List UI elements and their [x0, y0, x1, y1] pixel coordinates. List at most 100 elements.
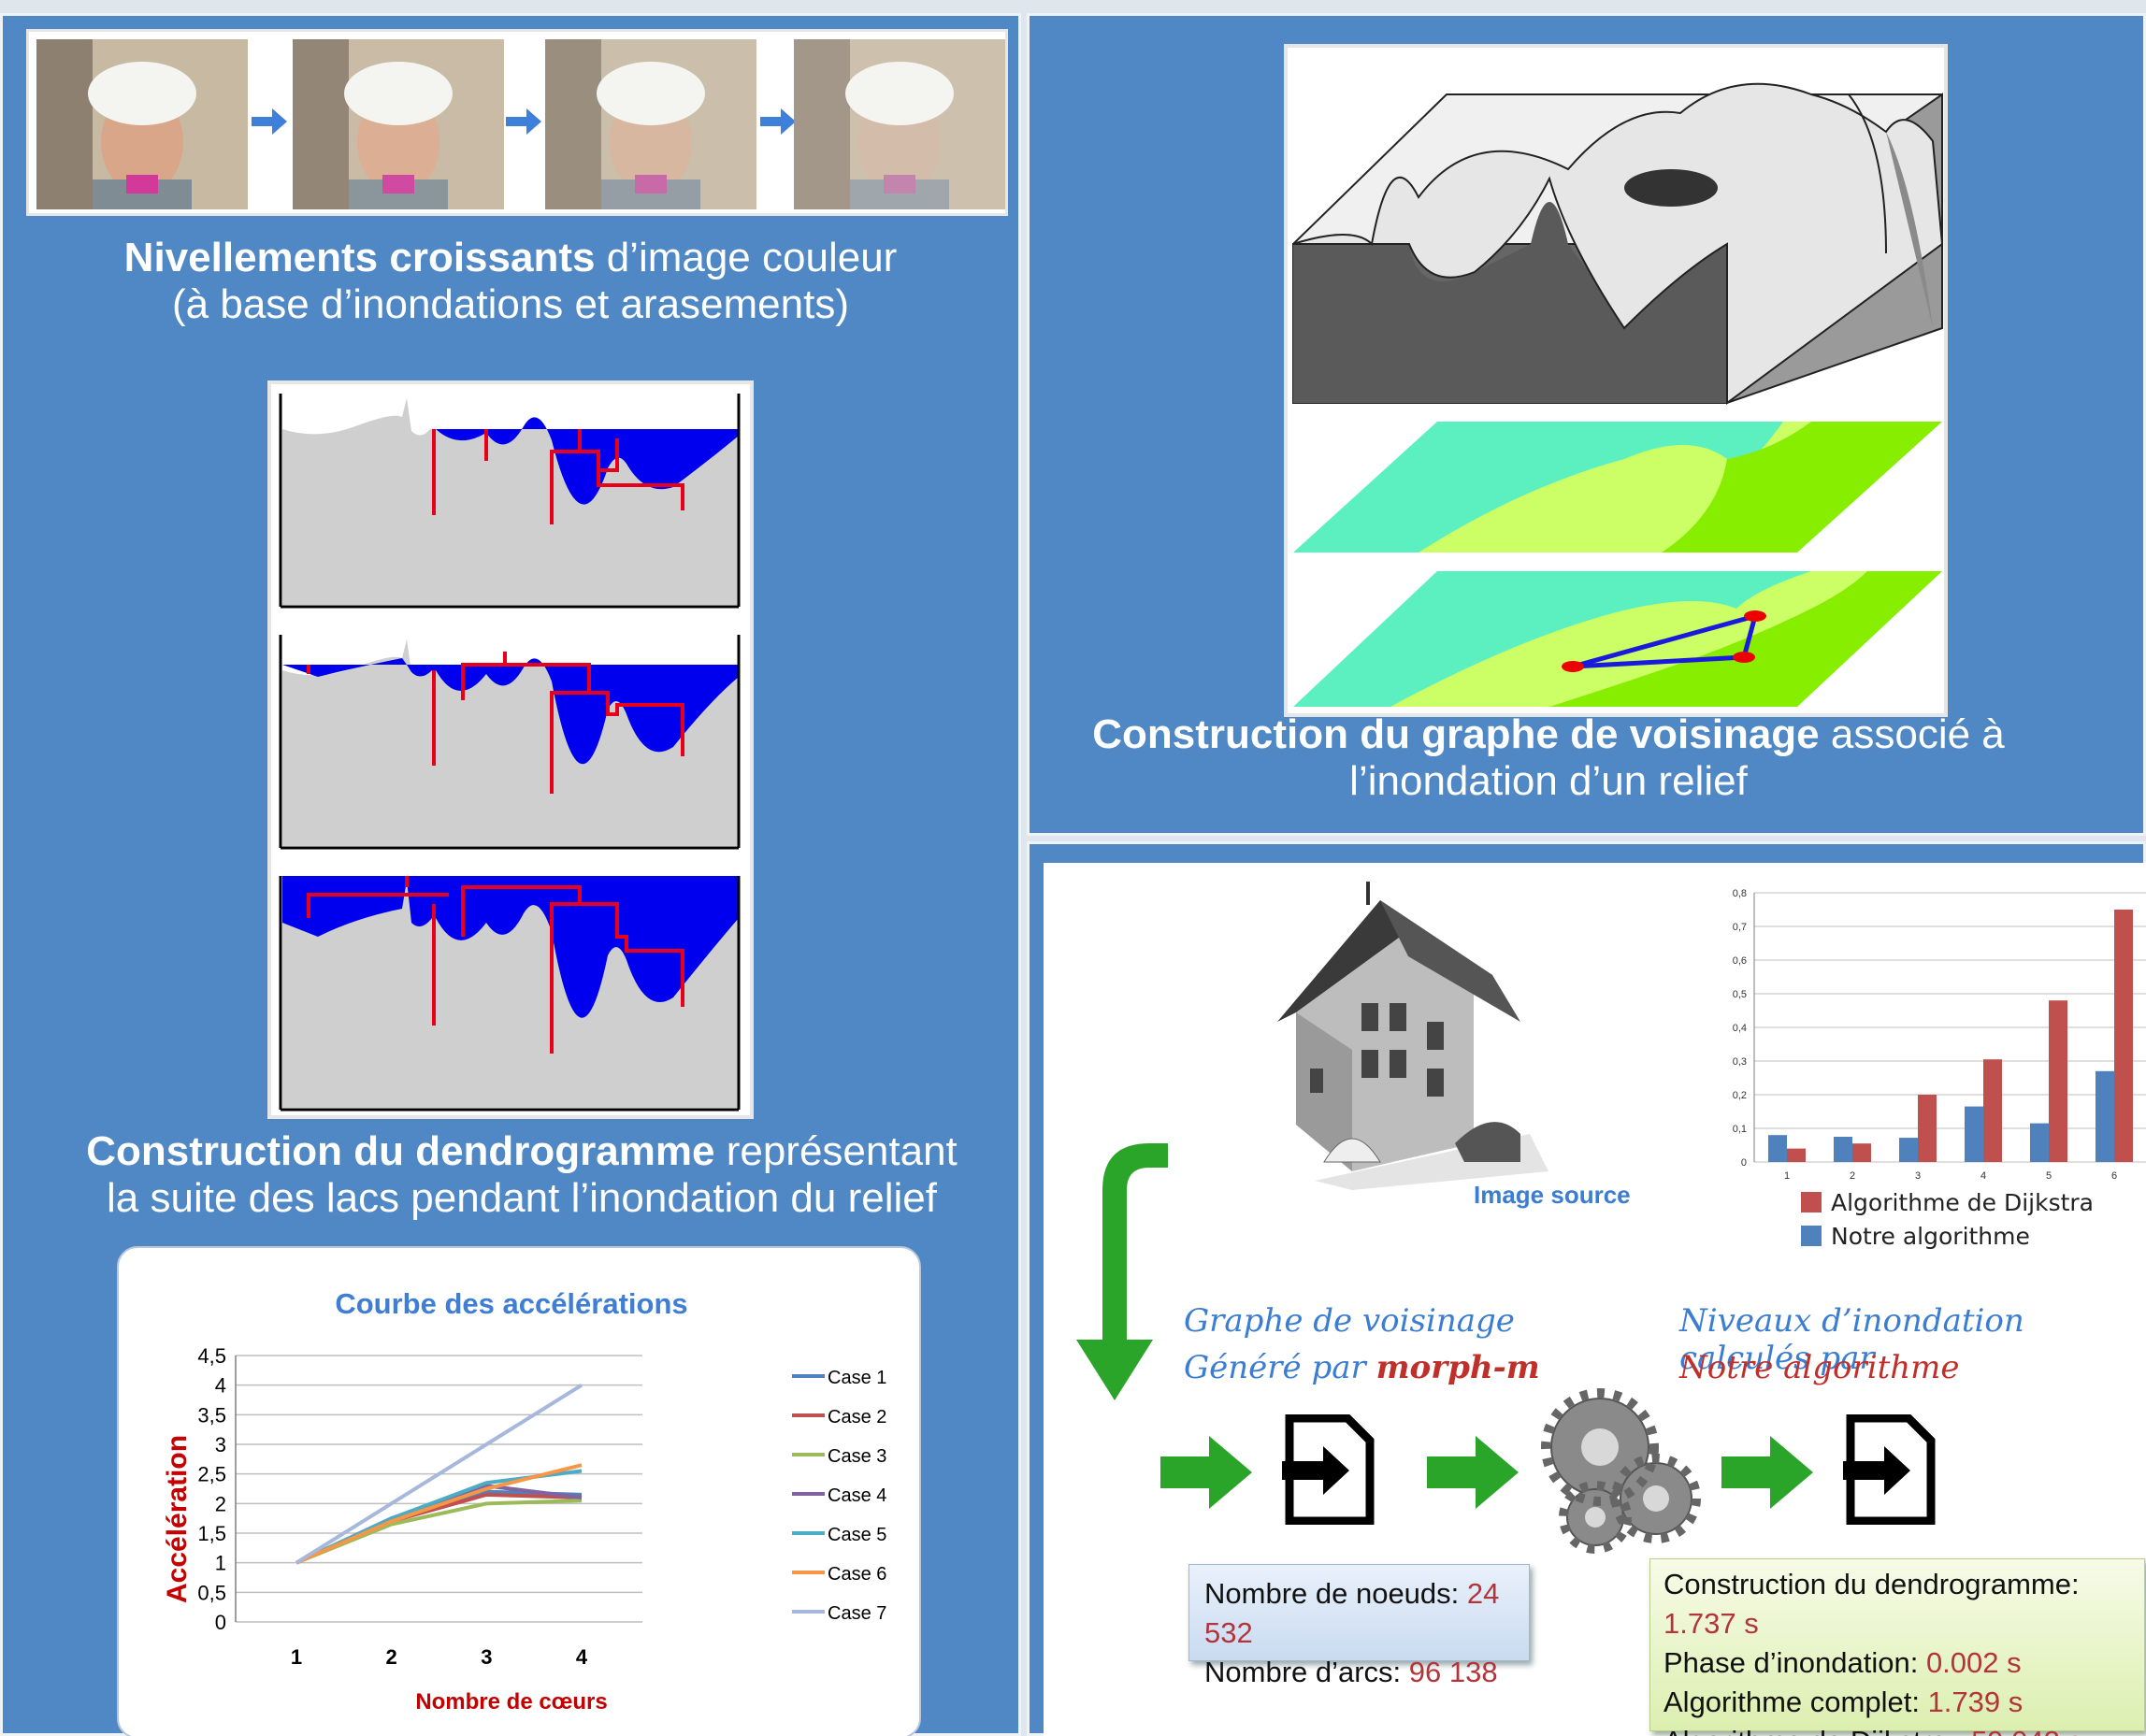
flood-plane-top	[1293, 422, 1942, 552]
accel-legend-label: Case 3	[828, 1446, 886, 1467]
bar-chart: 0,8 0,7 0,6 0,5 0,4 0,3 0,2 0,1 0 1 2 3 4 5 6 Algorit…	[1733, 888, 2146, 1250]
bar-xtick-label: 3	[1915, 1170, 1921, 1182]
arcs-line: Nombre d’arcs: 96 138	[1204, 1653, 1514, 1692]
top-right-panel: Construction du graphe de voisinage asso…	[1027, 13, 2146, 836]
dijkstra-time-value: 59.042 s	[1971, 1725, 2082, 1736]
faces-caption: Nivellements croissants d’image couleur …	[3, 235, 1018, 328]
faces-strip	[26, 29, 1008, 216]
accel-series-line	[295, 1469, 583, 1565]
bar-notre	[2096, 1070, 2114, 1162]
arcs-value: 96 138	[1408, 1656, 1498, 1688]
face-image-2	[293, 39, 504, 209]
accel-series-line	[295, 1383, 583, 1565]
graphe-voisinage-line2: Généré par morph-m	[1184, 1349, 1540, 1386]
green-bent-arrow-icon	[1076, 1143, 1168, 1400]
bar-xtick-label: 2	[1850, 1170, 1855, 1182]
graph-stats-box: Nombre de noeuds: 24 532 Nombre d’arcs: …	[1188, 1564, 1530, 1688]
dendrogram-figure	[267, 380, 754, 1119]
morph-m-brand: morph-m	[1375, 1349, 1540, 1386]
dendrogram-diagram	[279, 394, 741, 1112]
graphe-voisinage-line1: Graphe de voisinage	[1184, 1302, 1515, 1340]
accel-ytick-label: 2,5	[197, 1463, 226, 1486]
dijkstra-time-line: Algorithme de Dijkstra : 59.042 s	[1664, 1722, 2131, 1736]
green-arrow-icon	[1160, 1436, 1252, 1509]
accel-series-line	[295, 1463, 583, 1565]
accel-legend-label: Case 5	[828, 1525, 886, 1545]
flood-stage-3	[279, 876, 741, 1112]
accel-xtick-label: 1	[291, 1645, 302, 1669]
faces-caption-bold: Nivellements croissants	[123, 235, 596, 280]
house-image	[1277, 882, 1548, 1190]
dendro-time-label: Construction du dendrogramme:	[1664, 1568, 2080, 1600]
inondation-time-line: Phase d’inondation: 0.002 s	[1664, 1643, 2131, 1683]
accel-legend-label: Case 2	[828, 1407, 886, 1428]
legend-dijkstra: Algorithme de Dijkstra	[1831, 1189, 2094, 1216]
accel-xtick-label: 2	[386, 1645, 397, 1669]
dijkstra-time-label: Algorithme de Dijkstra :	[1664, 1725, 1971, 1736]
left-panel: Nivellements croissants d’image couleur …	[0, 13, 1021, 1736]
dendro-time-value: 1.737 s	[1664, 1607, 1759, 1640]
flood-stage-1	[279, 394, 741, 609]
blue-arrow-icon	[506, 108, 541, 135]
bottom-right-panel: Image source 0,8 0,7 0,6 0,5 0,4 0,3 0,2 0,1 0 1…	[1027, 841, 2146, 1736]
legend-notre: Notre algorithme	[1831, 1223, 2030, 1250]
graphe-voisinage-line2-pre: Généré par	[1184, 1349, 1376, 1386]
faces-caption-line2: (à base d’inondations et arasements)	[172, 281, 849, 327]
accel-chart-frame: Courbe des accélérations Accélération No…	[117, 1246, 921, 1736]
bar-dijkstra	[2114, 910, 2133, 1162]
bar-ytick-label: 0,1	[1733, 1124, 1747, 1135]
dendro-caption-line2: la suite des lacs pendant l’inondation d…	[107, 1175, 937, 1221]
accel-chart-title: Courbe des accélérations	[335, 1287, 687, 1320]
bar-xtick-label: 4	[1980, 1170, 1986, 1182]
dendro-caption-bold: Construction du dendrogramme	[86, 1128, 715, 1174]
green-arrow-icon	[1721, 1436, 1813, 1509]
bar-notre	[2030, 1123, 2049, 1162]
face-image-3	[545, 39, 756, 209]
dendro-time-line: Construction du dendrogramme: 1.737 s	[1664, 1565, 2131, 1643]
dendro-caption: Construction du dendrogramme représentan…	[3, 1128, 1041, 1222]
complet-time-value: 1.739 s	[1927, 1686, 2024, 1718]
bar-ytick-label: 0,7	[1733, 922, 1747, 933]
bar-ytick-label: 0,4	[1733, 1023, 1747, 1034]
accel-xtick-label: 3	[481, 1645, 492, 1669]
accel-chart-ylabel: Accélération	[162, 1435, 193, 1603]
noeuds-label: Nombre de noeuds:	[1204, 1577, 1467, 1610]
noeuds-value: 24 532	[1204, 1577, 1500, 1649]
dendro-caption-rest: représentant	[714, 1128, 958, 1174]
bar-notre	[1768, 1135, 1787, 1162]
bar-dijkstra	[1918, 1095, 1937, 1162]
bar-ytick-label: 0,2	[1733, 1090, 1747, 1101]
bar-dijkstra	[1983, 1059, 2002, 1162]
relief-diagram	[1292, 82, 1944, 707]
graphe-caption-bold: Construction du graphe de voisinage	[1092, 711, 1820, 757]
bar-xtick-label: 5	[2046, 1170, 2052, 1182]
green-arrow-icon	[1427, 1436, 1519, 1509]
import-file-icon	[1843, 1414, 1936, 1525]
image-source-label: Image source	[1474, 1181, 1631, 1209]
accel-ytick-label: 0,5	[197, 1581, 226, 1604]
import-file-icon	[1282, 1414, 1375, 1525]
bar-notre	[1834, 1137, 1852, 1162]
noeuds-line: Nombre de noeuds: 24 532	[1204, 1574, 1514, 1653]
niveaux-line2: Notre algorithme	[1679, 1349, 1960, 1386]
graph-nodes	[1562, 610, 1766, 672]
legend-swatch-dijkstra	[1801, 1192, 1822, 1212]
bar-xtick-label: 1	[1784, 1170, 1790, 1182]
accel-xtick-label: 4	[576, 1645, 588, 1669]
legend-swatch-notre	[1801, 1226, 1822, 1246]
graphe-caption-line2: l’inondation d’un relief	[1349, 758, 1748, 804]
face-image-4	[794, 39, 1005, 209]
bar-dijkstra	[1852, 1143, 1871, 1162]
bar-ytick-label: 0,3	[1733, 1056, 1747, 1068]
bar-notre	[1965, 1106, 1983, 1162]
niveaux-line1: Niveaux d’inondation calculés par	[1679, 1302, 2024, 1377]
accel-ytick-label: 1,5	[197, 1522, 226, 1545]
graphe-caption-rest: associé à	[1819, 711, 2005, 757]
faces-caption-rest: d’image couleur	[595, 235, 898, 280]
bar-ytick-label: 0,5	[1733, 989, 1747, 1000]
accel-ytick-label: 3	[215, 1433, 226, 1456]
bar-ytick-label: 0,6	[1733, 955, 1747, 967]
gears-icon	[1541, 1388, 1701, 1554]
pipeline-figure: Image source 0,8 0,7 0,6 0,5 0,4 0,3 0,2 0,1 0 1…	[1044, 863, 2146, 1736]
flood-stage-2	[279, 635, 741, 850]
